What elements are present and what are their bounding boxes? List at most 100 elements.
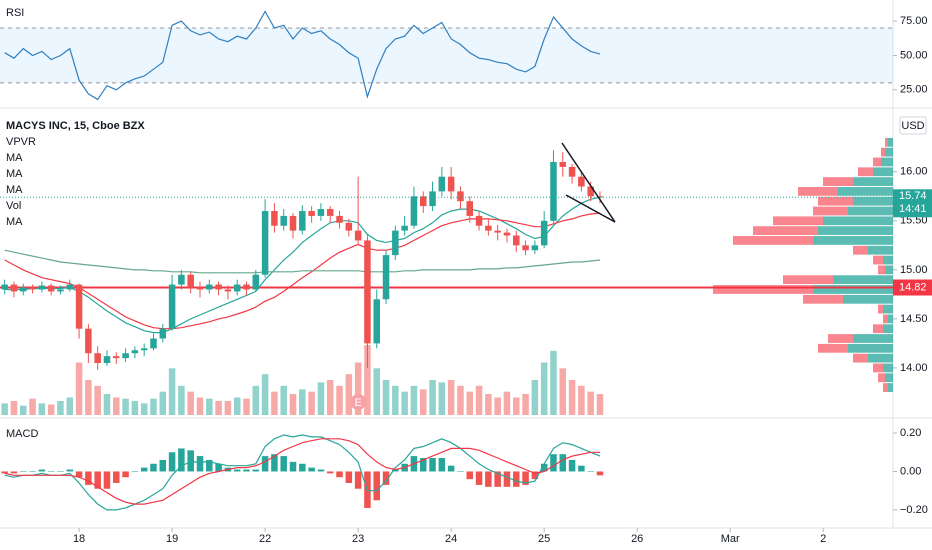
x-tick-label: 22 [259, 533, 271, 545]
vpvr-down [878, 373, 885, 383]
volume-bar [513, 397, 520, 415]
candle-body [187, 274, 194, 288]
y-tick-label: 75.00 [900, 15, 928, 27]
macd-histogram [94, 471, 101, 489]
macd-histogram [308, 467, 315, 472]
vpvr-up [833, 275, 893, 285]
volume-bar [280, 385, 287, 415]
vpvr-down [713, 285, 813, 294]
volume-bar [113, 397, 120, 415]
candle-body [252, 274, 260, 290]
volume-bar [401, 391, 408, 415]
candle-body [373, 299, 380, 344]
volume-bar [289, 394, 297, 415]
macd-histogram [513, 471, 520, 487]
macd-histogram [85, 471, 92, 485]
candle-body [513, 235, 520, 246]
macd-histogram [243, 469, 250, 472]
x-tick-label: 26 [631, 533, 643, 545]
vpvr-up [853, 334, 893, 343]
candle-body [29, 287, 36, 290]
vpvr-down [883, 383, 888, 392]
countdown: 14:41 [899, 203, 927, 215]
volume-bar [94, 385, 101, 415]
macd-histogram [47, 471, 55, 472]
volume-bar [345, 374, 353, 415]
volume-bar [75, 362, 83, 415]
macd-histogram [66, 469, 74, 472]
volume-bar [140, 403, 148, 415]
macd-histogram [75, 471, 83, 478]
candle-body [401, 225, 408, 231]
volume-bar [85, 380, 92, 415]
volume-bar [38, 403, 46, 415]
candle-body [419, 196, 427, 207]
rsi-line [4, 10, 601, 101]
macd-histogram [215, 463, 222, 472]
volume-bar [159, 391, 167, 415]
candle-body [336, 215, 343, 223]
vpvr-up [873, 167, 893, 177]
rsi-title: RSI [6, 7, 24, 19]
macd-histogram [503, 471, 511, 487]
macd-histogram [568, 459, 576, 472]
vpvr-down [803, 294, 843, 304]
candle-body [150, 338, 157, 349]
macd-histogram [382, 471, 390, 485]
candle-body [215, 284, 222, 290]
volume-bar [196, 397, 204, 415]
macd-histogram [140, 467, 148, 472]
vpvr-down [753, 226, 818, 236]
indicator-label: Vol [6, 200, 21, 212]
indicator-label: MA [6, 216, 23, 228]
volume-bar [466, 391, 474, 415]
candle-body [38, 285, 46, 290]
candle-body [447, 176, 455, 192]
macd-histogram [550, 454, 557, 472]
volume-bar [215, 401, 222, 415]
candle-body [382, 255, 390, 300]
candle-body [392, 230, 399, 256]
candle-body [85, 328, 92, 354]
macd-title: MACD [6, 428, 38, 440]
rsi-band [0, 28, 893, 83]
candle-body [206, 284, 213, 290]
volume-bar [382, 380, 390, 415]
y-tick-label: 0.00 [900, 465, 921, 477]
macd-histogram [10, 471, 18, 474]
volume-bar [531, 380, 539, 415]
vpvr-down [858, 167, 873, 177]
volume-bar [419, 389, 427, 415]
vpvr-up [868, 245, 893, 255]
volume-bar [485, 394, 492, 415]
vpvr-down [828, 334, 853, 343]
candle-body [410, 196, 418, 226]
y-tick-label: 0.20 [900, 427, 921, 439]
vpvr-up [888, 314, 893, 324]
macd-histogram [540, 463, 548, 472]
volume-bar [261, 374, 269, 415]
macd-histogram [466, 471, 474, 480]
vpvr-down [823, 177, 853, 186]
x-tick-label: Mar [721, 533, 740, 545]
volume-bar [438, 382, 446, 415]
macd-histogram [19, 471, 27, 472]
vpvr-up [848, 343, 893, 353]
macd-histogram [438, 458, 446, 472]
moving-average [4, 212, 601, 330]
volume-bar [596, 394, 604, 415]
candle-body [475, 215, 483, 226]
macd-histogram [494, 471, 501, 487]
y-tick-label: 25.00 [900, 84, 928, 96]
last-price-badge [893, 189, 932, 218]
macd-histogram [187, 450, 194, 472]
macd-histogram [196, 456, 204, 472]
macd-histogram [429, 458, 436, 472]
candle-body [1, 284, 8, 290]
vpvr-up [813, 236, 893, 245]
y-tick-label: 50.00 [900, 49, 928, 61]
vpvr-up [883, 255, 893, 265]
volume-bar [29, 398, 36, 415]
currency-badge[interactable] [899, 116, 927, 135]
